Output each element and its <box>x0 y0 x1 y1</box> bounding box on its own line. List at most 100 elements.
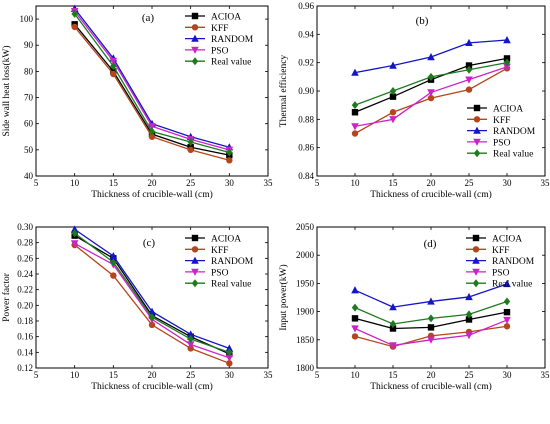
data-point <box>503 36 511 44</box>
legend-label: KFF <box>492 246 509 256</box>
data-point <box>389 93 397 100</box>
data-point <box>148 123 156 131</box>
y-tick-label: 60 <box>24 119 34 129</box>
y-tick-label: 0.28 <box>17 238 33 248</box>
x-axis-label: Thickness of crucible-wall (cm) <box>370 189 492 200</box>
y-tick-label: 1850 <box>296 335 315 345</box>
chart-panel-0: 5 10 15 20 25 30 35 40 50 60 70 80 90 100 Thickness of… <box>1 4 273 200</box>
x-tick-label: 5 <box>315 178 320 188</box>
data-point <box>465 316 473 323</box>
legend-marker <box>191 46 199 54</box>
x-tick-label: 30 <box>225 178 235 188</box>
data-point <box>187 146 194 154</box>
data-point <box>465 62 473 69</box>
x-tick-label: 15 <box>109 178 119 188</box>
x-tick-label: 5 <box>34 370 39 380</box>
legend-label: PSO <box>211 46 229 56</box>
data-point <box>71 9 78 18</box>
y-tick-label: 1800 <box>296 363 315 373</box>
x-tick-label: 15 <box>109 370 119 380</box>
legend-label: PSO <box>211 268 229 278</box>
legend-label: ACIOA <box>211 235 241 245</box>
legend-marker <box>473 149 481 158</box>
data-point <box>109 251 118 260</box>
series-random <box>70 225 234 352</box>
data-point <box>465 38 473 47</box>
x-tick-label: 10 <box>70 178 80 188</box>
legend-label: ACIOA <box>493 105 523 115</box>
x-tick-label: 25 <box>465 370 475 380</box>
data-point <box>70 225 79 233</box>
y-tick-label: 0.84 <box>298 171 314 181</box>
data-point <box>187 335 194 344</box>
series-kff <box>71 23 233 164</box>
x-tick-label: 30 <box>225 370 235 380</box>
x-tick-label: 10 <box>351 178 361 188</box>
y-axis-label: Side wall heat loss(kW) <box>1 45 12 136</box>
data-point <box>465 76 473 84</box>
x-tick-label: 5 <box>315 370 320 380</box>
data-point <box>427 336 435 344</box>
data-point <box>427 324 435 331</box>
legend-label: RANDOM <box>492 257 535 267</box>
data-point <box>110 70 117 78</box>
series-kff <box>351 65 511 137</box>
y-tick-label: 0.92 <box>298 58 314 68</box>
legend-label: Real value <box>211 58 251 68</box>
series-real-value <box>351 58 511 110</box>
x-tick-label: 20 <box>427 178 437 188</box>
series-random <box>351 36 511 76</box>
data-point <box>110 258 117 267</box>
series-pso <box>70 240 234 362</box>
x-tick-label: 20 <box>148 370 158 380</box>
legend-marker <box>191 234 199 242</box>
data-point <box>351 130 359 137</box>
x-tick-label: 35 <box>264 370 274 380</box>
x-tick-label: 5 <box>34 178 39 188</box>
data-point <box>427 72 435 81</box>
data-point <box>351 286 359 294</box>
x-axis-label: Thickness of crucible-wall (cm) <box>91 381 213 392</box>
data-point <box>351 109 359 116</box>
data-point <box>503 55 511 62</box>
legend-marker <box>473 138 481 146</box>
legend-marker <box>191 246 199 253</box>
data-point <box>109 57 118 65</box>
panel-label: (d) <box>424 238 437 250</box>
data-point <box>70 240 79 248</box>
y-tick-label: 0.94 <box>298 29 314 39</box>
data-point <box>225 354 234 362</box>
legend-label: KFF <box>211 24 228 34</box>
panel-label: (b) <box>416 15 429 27</box>
series-real-value <box>71 9 233 157</box>
y-tick-label: 0.22 <box>17 285 33 295</box>
data-point <box>427 314 435 323</box>
y-tick-label: 0.14 <box>17 347 33 357</box>
data-point <box>503 316 511 325</box>
legend-marker <box>191 24 199 31</box>
data-point <box>389 61 397 69</box>
legend-label: RANDOM <box>493 127 536 137</box>
data-point <box>351 68 359 76</box>
y-tick-label: 0.30 <box>17 222 33 232</box>
series-acioa <box>351 55 511 116</box>
y-axis-label: Thermal efficiency <box>278 55 289 128</box>
y-tick-label: 0.88 <box>298 114 314 124</box>
legend-marker <box>472 268 480 276</box>
chart-panel-1: 5 10 15 20 25 30 35 0.84 0.86 0.88 0.90 0.92 0.94 0.9… <box>278 1 550 200</box>
panel-label: (a) <box>142 12 155 24</box>
data-point <box>226 348 233 357</box>
legend-label: ACIOA <box>492 235 522 245</box>
y-tick-label: 100 <box>20 14 34 24</box>
x-tick-label: 20 <box>427 370 437 380</box>
x-tick-label: 15 <box>389 178 399 188</box>
data-point <box>148 133 156 140</box>
data-point <box>389 325 397 332</box>
data-point <box>110 272 117 279</box>
series-line <box>74 235 230 355</box>
data-point <box>503 308 511 316</box>
data-point <box>226 360 233 367</box>
legend-marker <box>472 279 480 288</box>
